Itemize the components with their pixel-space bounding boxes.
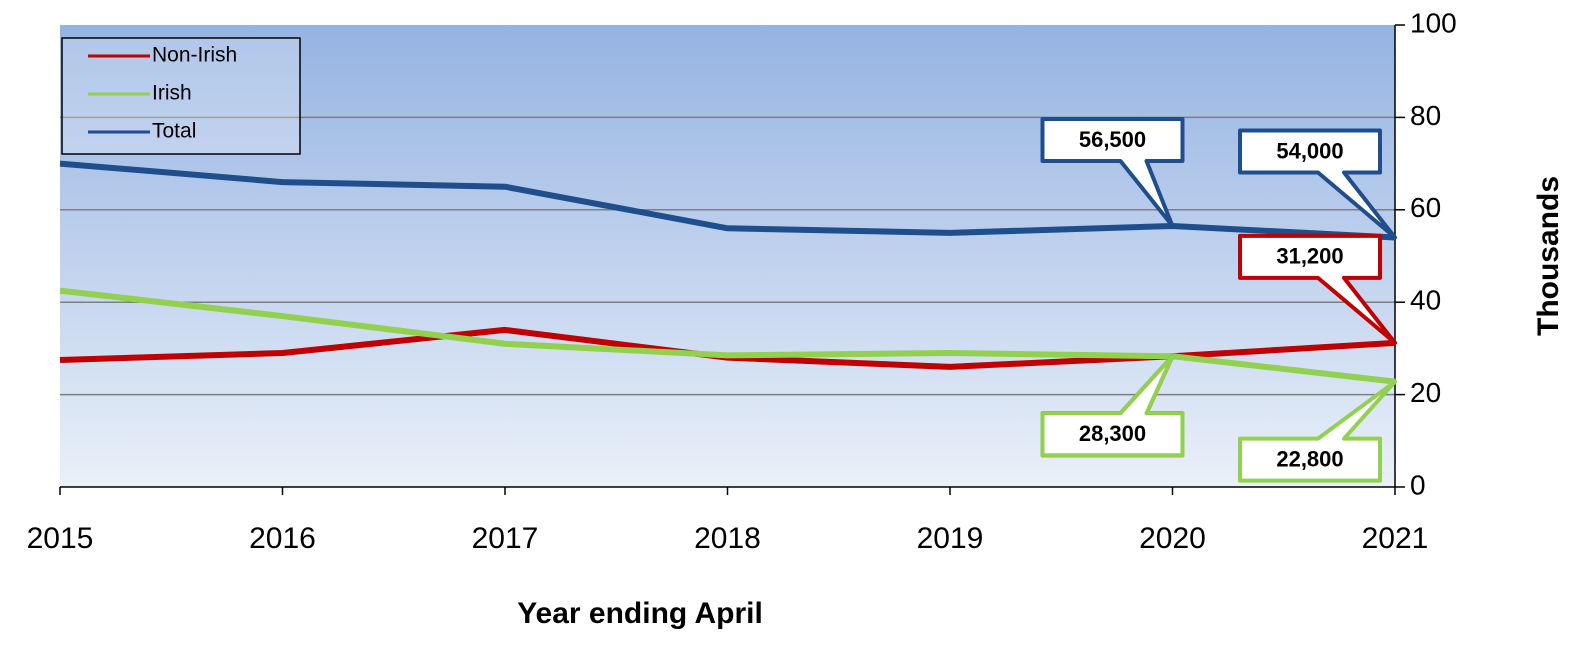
- x-tick-label: 2020: [1139, 522, 1206, 555]
- y-axis-title: Thousands: [1532, 176, 1565, 336]
- y-tick-label: 100: [1410, 7, 1457, 38]
- y-tick-label: 40: [1410, 285, 1441, 316]
- x-axis-title: Year ending April: [517, 597, 763, 630]
- callout-box: [1040, 116, 1185, 228]
- plot-area: [60, 25, 1395, 487]
- data-label: 54,000: [1276, 138, 1343, 163]
- legend-label: Non-Irish: [152, 44, 237, 67]
- callout-box: [1040, 354, 1185, 458]
- y-tick-label: 20: [1410, 377, 1441, 408]
- x-tick-label: 2016: [249, 522, 316, 555]
- legend-label: Total: [152, 120, 196, 143]
- data-label: 56,500: [1079, 127, 1146, 152]
- data-label: 31,200: [1276, 244, 1343, 269]
- legend-label: Irish: [152, 82, 192, 105]
- data-label: 28,300: [1079, 421, 1146, 446]
- y-tick-label: 60: [1410, 192, 1441, 223]
- y-tick-label: 0: [1410, 469, 1426, 500]
- callout-box: [1238, 128, 1397, 240]
- callout-box: [1238, 379, 1397, 483]
- x-tick-label: 2021: [1362, 522, 1429, 555]
- data-label: 22,800: [1276, 446, 1343, 471]
- legend: Non-Irish Irish Total: [61, 37, 301, 155]
- x-tick-label: 2015: [27, 522, 94, 555]
- x-tick-label: 2018: [694, 522, 761, 555]
- x-tick-label: 2017: [472, 522, 539, 555]
- callout-box: [1238, 233, 1397, 345]
- x-tick-label: 2019: [917, 522, 984, 555]
- y-tick-label: 80: [1410, 100, 1441, 131]
